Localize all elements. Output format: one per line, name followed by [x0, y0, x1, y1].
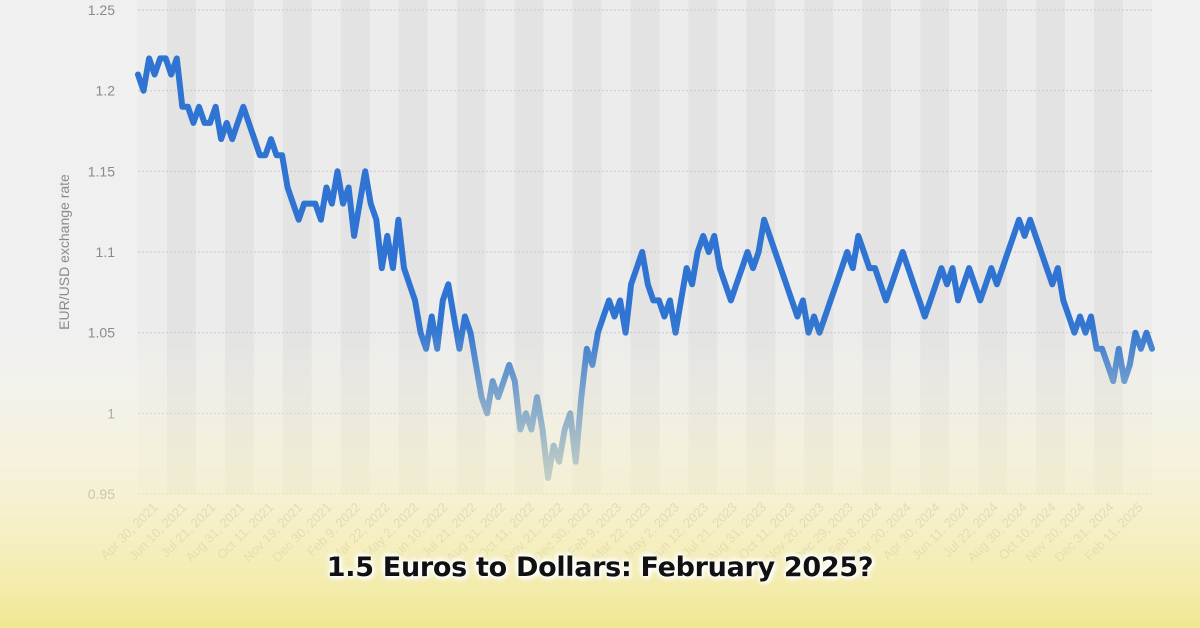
y-axis-label: EUR/USD exchange rate [56, 174, 72, 330]
fade-overlay [0, 330, 1200, 628]
headline: 1.5 Euros to Dollars: February 2025? [326, 552, 874, 583]
y-tick-label: 1.1 [96, 244, 116, 260]
y-tick-label: 1.25 [88, 2, 115, 18]
y-tick-label: 1.15 [88, 163, 115, 179]
eur-usd-series-line [135, 55, 1155, 481]
y-tick-label: 1.2 [96, 83, 116, 99]
